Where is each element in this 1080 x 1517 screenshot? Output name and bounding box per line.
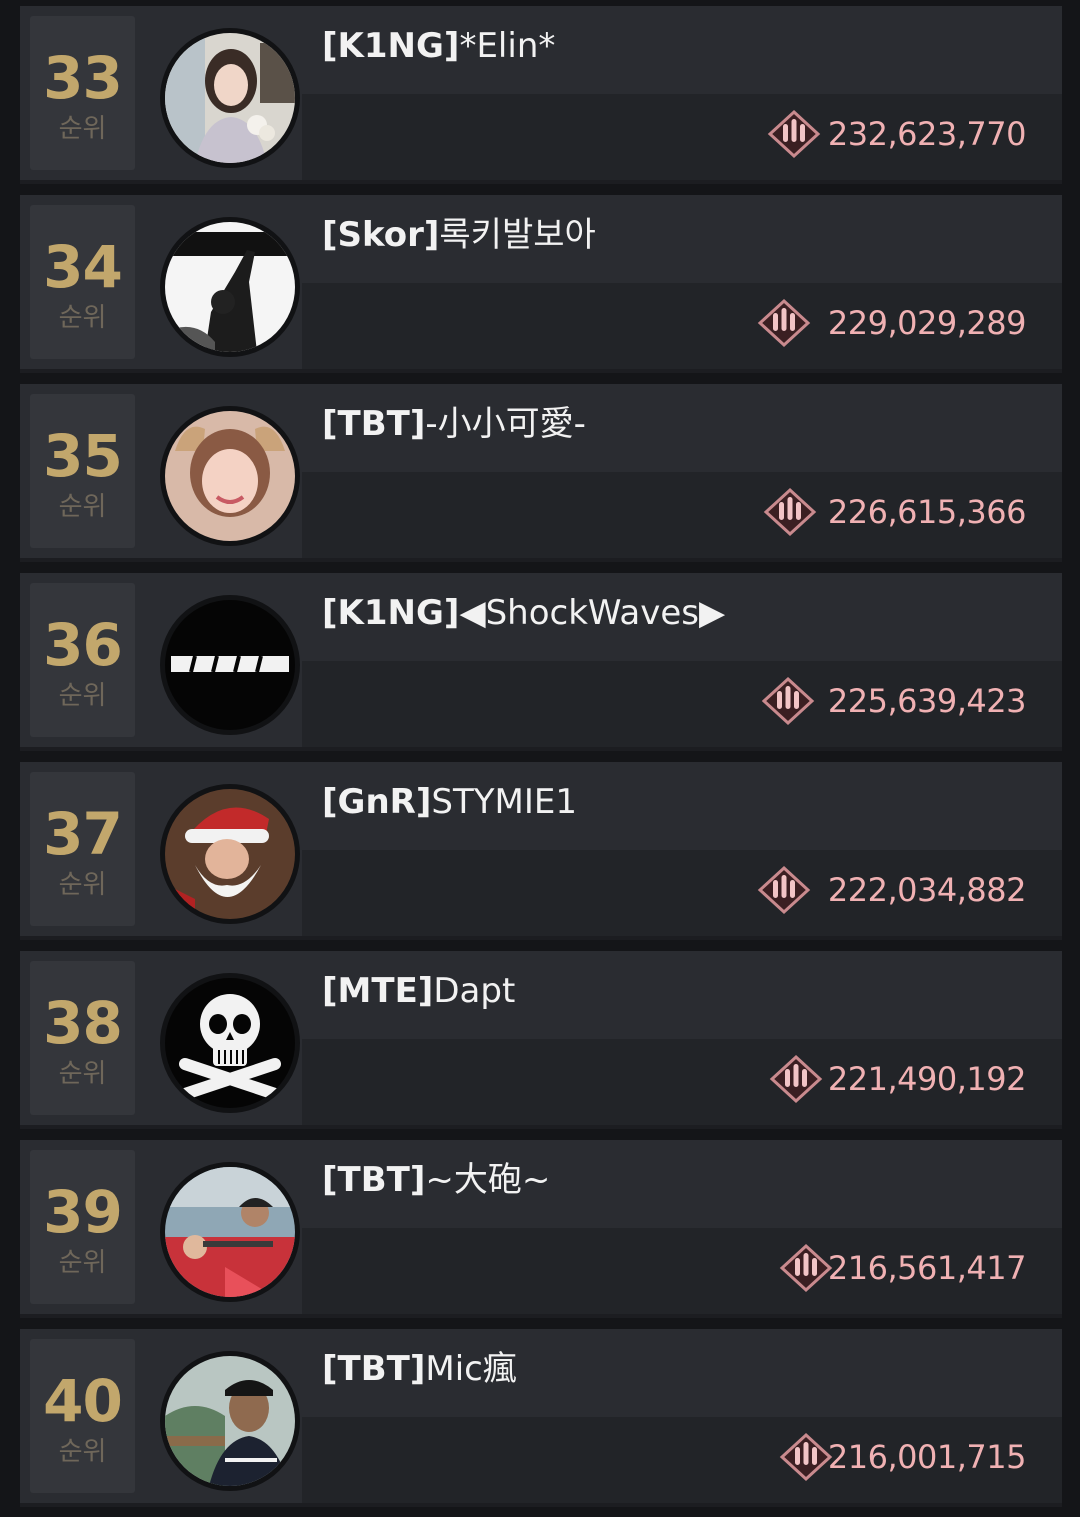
avatar[interactable]: [160, 217, 300, 357]
player-name: [TBT]~大砲~: [322, 1160, 550, 1200]
rank-number: 33: [43, 44, 123, 112]
leaderboard-row[interactable]: 35 순위 [TBT]-小小可愛- 226,615,366: [20, 384, 1062, 562]
player-nickname: ~大砲~: [425, 1160, 551, 1200]
leaderboard-row[interactable]: 40 순위 [TBT]Mic瘋 216,001,715: [20, 1329, 1062, 1507]
rank-number: 35: [43, 422, 123, 490]
clan-tag: [K1NG]: [322, 593, 460, 633]
leaderboard-row[interactable]: 34 순위 [Skor]록키발보아 229,029,289: [20, 195, 1062, 373]
player-name: [K1NG]*Elin*: [322, 26, 555, 66]
bullets-badge-icon: [778, 1429, 834, 1485]
avatar[interactable]: [160, 595, 300, 735]
clan-tag: [MTE]: [322, 971, 434, 1011]
rank-badge: 39 순위: [30, 1150, 135, 1304]
rank-label: 순위: [58, 1437, 107, 1467]
rank-label: 순위: [58, 303, 107, 333]
bullets-badge-icon: [766, 106, 822, 162]
rank-badge: 40 순위: [30, 1339, 135, 1493]
rank-label: 순위: [58, 114, 107, 144]
score-value: 216,561,417: [827, 1249, 1027, 1287]
score-value: 226,615,366: [827, 493, 1027, 531]
player-nickname: STYMIE1: [431, 782, 577, 822]
bullets-badge-icon: [760, 673, 816, 729]
rank-number: 36: [43, 611, 123, 679]
rank-badge: 34 순위: [30, 205, 135, 359]
player-nickname: -小小可愛-: [425, 404, 586, 444]
player-name: [GnR]STYMIE1: [322, 782, 577, 822]
score-value: 222,034,882: [827, 871, 1027, 909]
rank-badge: 38 순위: [30, 961, 135, 1115]
player-name: [MTE]Dapt: [322, 971, 515, 1011]
avatar[interactable]: [160, 1351, 300, 1491]
player-nickname: Mic瘋: [425, 1349, 517, 1389]
leaderboard-row[interactable]: 36 순위 [K1NG]◀ShockWaves▶ 225,639,423: [20, 573, 1062, 751]
rank-badge: 36 순위: [30, 583, 135, 737]
player-nickname: *Elin*: [459, 26, 556, 66]
bullets-badge-icon: [756, 862, 812, 918]
player-name: [Skor]록키발보아: [322, 215, 596, 255]
avatar[interactable]: [160, 973, 300, 1113]
clan-tag: [Skor]: [322, 215, 440, 255]
clan-tag: [TBT]: [322, 404, 426, 444]
rank-number: 37: [43, 800, 123, 868]
bullets-badge-icon: [778, 1240, 834, 1296]
leaderboard-row[interactable]: 39 순위 [TBT]~大砲~ 216,561,417: [20, 1140, 1062, 1318]
rank-label: 순위: [58, 1248, 107, 1278]
score-value: 216,001,715: [827, 1438, 1027, 1476]
avatar[interactable]: [160, 406, 300, 546]
avatar[interactable]: [160, 28, 300, 168]
clan-tag: [TBT]: [322, 1160, 426, 1200]
clan-tag: [TBT]: [322, 1349, 426, 1389]
rank-label: 순위: [58, 681, 107, 711]
player-nickname: 록키발보아: [439, 215, 596, 255]
avatar[interactable]: [160, 1162, 300, 1302]
leaderboard-row[interactable]: 37 순위 [GnR]STYMIE1 222,034,882: [20, 762, 1062, 940]
avatar[interactable]: [160, 784, 300, 924]
player-name: [K1NG]◀ShockWaves▶: [322, 593, 725, 633]
player-nickname: ◀ShockWaves▶: [459, 593, 726, 633]
rank-number: 38: [43, 989, 123, 1057]
score-value: 229,029,289: [827, 304, 1027, 342]
rank-label: 순위: [58, 1059, 107, 1089]
rank-badge: 33 순위: [30, 16, 135, 170]
rank-number: 39: [43, 1178, 123, 1246]
leaderboard-row[interactable]: 33 순위 [K1NG]*Elin* 232,623,770: [20, 6, 1062, 184]
player-name: [TBT]-小小可愛-: [322, 404, 586, 444]
clan-tag: [GnR]: [322, 782, 432, 822]
bullets-badge-icon: [768, 1051, 824, 1107]
player-name: [TBT]Mic瘋: [322, 1349, 517, 1389]
score-value: 232,623,770: [827, 115, 1027, 153]
leaderboard-row[interactable]: 38 순위 [MTE]Dapt 221,490,192: [20, 951, 1062, 1129]
rank-number: 40: [43, 1367, 123, 1435]
player-nickname: Dapt: [433, 971, 516, 1011]
rank-badge: 35 순위: [30, 394, 135, 548]
rank-label: 순위: [58, 870, 107, 900]
bullets-badge-icon: [756, 295, 812, 351]
rank-label: 순위: [58, 492, 107, 522]
bullets-badge-icon: [762, 484, 818, 540]
clan-tag: [K1NG]: [322, 26, 460, 66]
rank-number: 34: [43, 233, 123, 301]
score-value: 221,490,192: [827, 1060, 1027, 1098]
rank-badge: 37 순위: [30, 772, 135, 926]
score-value: 225,639,423: [827, 682, 1027, 720]
